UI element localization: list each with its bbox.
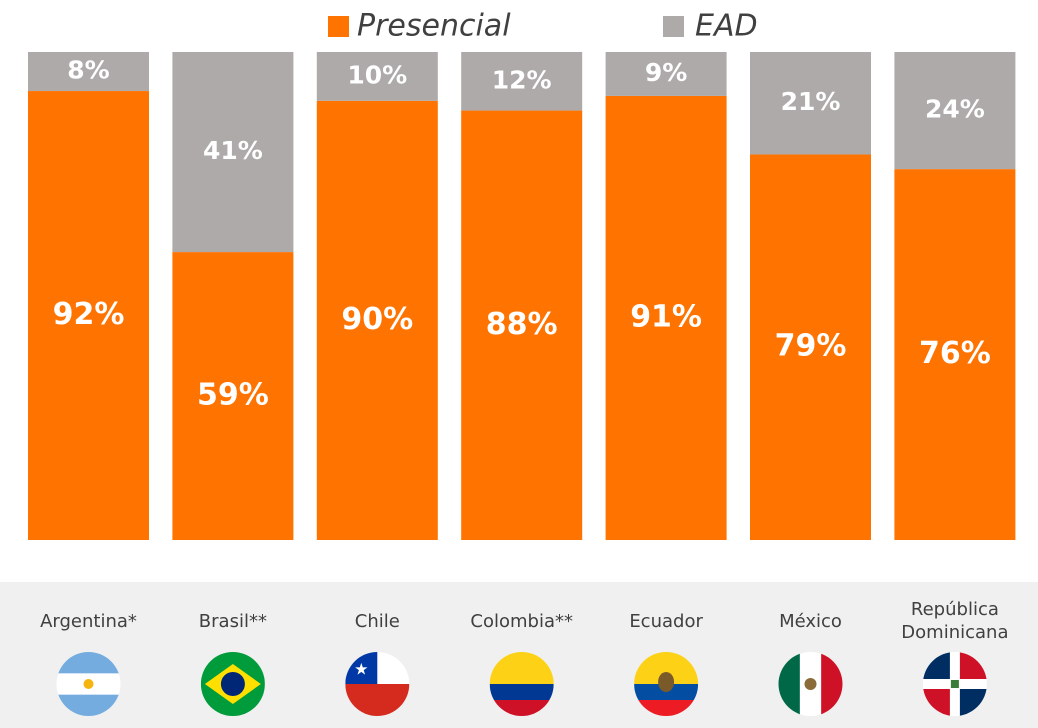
category-label: Ecuador [629, 611, 703, 632]
bar-segment [750, 154, 871, 541]
value-label: 88% [486, 307, 558, 342]
value-label: 92% [53, 297, 125, 332]
bar-segment [28, 52, 149, 92]
value-label: 41% [203, 136, 263, 165]
value-label: 9% [645, 58, 687, 87]
legend-label: Presencial [357, 9, 511, 44]
bar-segment [750, 52, 871, 155]
flag [922, 652, 987, 716]
flag-star: ★ [354, 660, 368, 679]
bar-segment [894, 169, 1016, 540]
value-label: 8% [67, 56, 109, 85]
flag [200, 652, 265, 716]
value-label: 76% [919, 336, 991, 371]
bar-segment [172, 52, 294, 253]
value-label: 10% [347, 60, 407, 89]
flag-stripe [821, 652, 843, 716]
category-label: México [779, 611, 842, 632]
bar-segment [172, 252, 294, 540]
flag [56, 652, 121, 716]
legend-swatch [663, 16, 684, 37]
value-label: 21% [781, 87, 841, 116]
bar-segment [28, 91, 149, 540]
flag-stripe [489, 684, 554, 700]
value-label: 24% [925, 95, 985, 124]
flag-stripe [56, 694, 121, 716]
flag: ★ [345, 652, 410, 716]
category-label: República Dominicana [901, 599, 1009, 643]
flag [489, 652, 554, 716]
category-label: Chile [354, 611, 400, 632]
value-label: 59% [197, 378, 269, 413]
flag-stripe [56, 652, 121, 674]
bar-segment [316, 100, 438, 541]
flag-globe [220, 672, 245, 696]
flag-emblem [804, 678, 817, 690]
value-label: 12% [492, 65, 552, 94]
value-label: 79% [775, 329, 847, 364]
flag-emblem [950, 680, 959, 688]
bar-segment [605, 95, 727, 541]
flag [634, 652, 699, 716]
bar-segment [894, 52, 1016, 170]
flag-stripe [778, 652, 801, 716]
category-label: Brasil** [198, 611, 267, 632]
bar-segment [461, 110, 583, 540]
category-label: Argentina* [40, 611, 137, 632]
legend-swatch [328, 16, 349, 37]
bar-segment [316, 52, 438, 101]
legend-label: EAD [695, 9, 758, 44]
flag-emblem [658, 672, 675, 692]
flag [778, 652, 843, 716]
value-label: 91% [630, 299, 702, 334]
category-label: Colombia** [470, 611, 573, 632]
value-label: 90% [341, 302, 413, 337]
bar-segment [461, 52, 583, 111]
bar-segment [605, 52, 727, 96]
flag-sun [83, 679, 94, 689]
